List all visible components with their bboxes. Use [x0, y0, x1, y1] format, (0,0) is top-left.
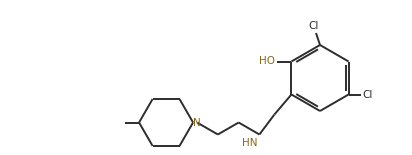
- Text: Cl: Cl: [309, 21, 319, 31]
- Text: HN: HN: [242, 137, 258, 148]
- Text: Cl: Cl: [363, 89, 373, 100]
- Text: N: N: [193, 117, 201, 128]
- Text: HO: HO: [260, 57, 275, 66]
